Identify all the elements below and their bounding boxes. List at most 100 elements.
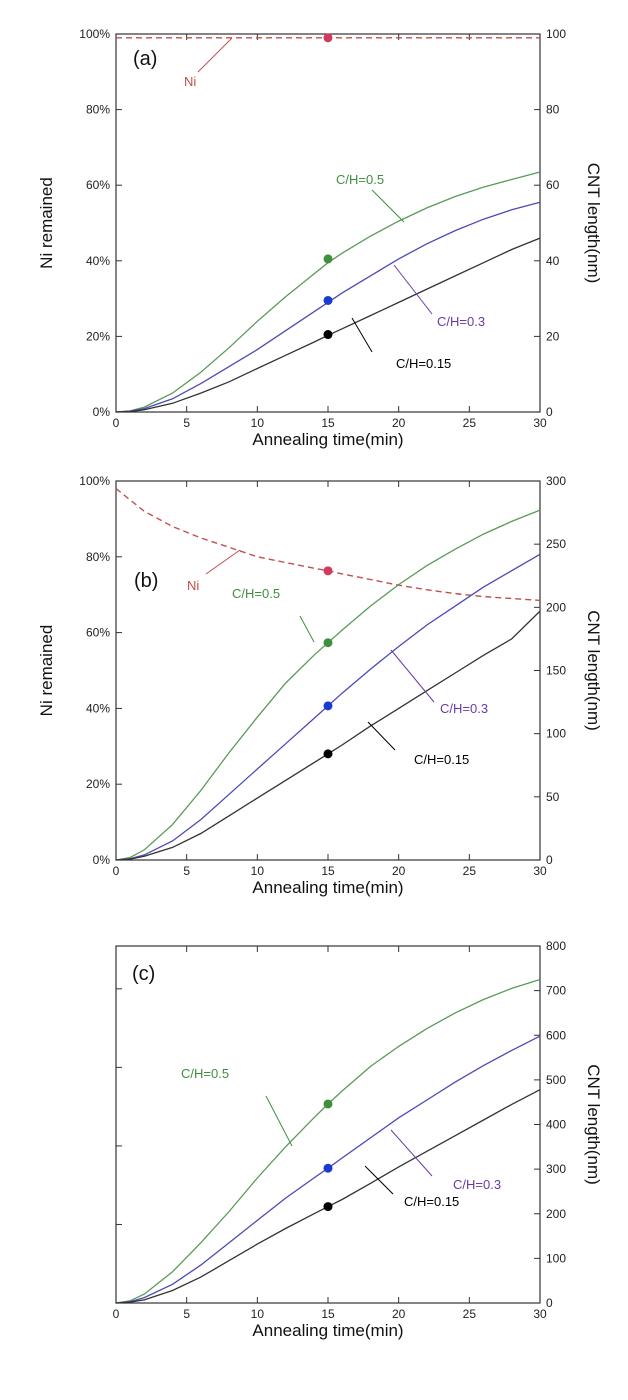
left-y-tick-label: 60% bbox=[86, 626, 110, 640]
panel-label: (a) bbox=[133, 48, 157, 70]
right-y-tick-label: 400 bbox=[546, 1118, 566, 1132]
right-y-tick-label: 100 bbox=[546, 727, 566, 741]
x-tick-label: 5 bbox=[183, 416, 190, 430]
panel-label: (b) bbox=[134, 570, 158, 592]
left-y-tick-label: 100% bbox=[79, 474, 110, 488]
right-y-tick-label: 100 bbox=[546, 27, 566, 41]
x-tick-label: 20 bbox=[392, 864, 406, 878]
left-y-tick-label: 60% bbox=[86, 178, 110, 192]
data-point-c-h-0-5 bbox=[323, 638, 333, 648]
right-y-axis-title: CNT length(nm) bbox=[584, 1064, 603, 1185]
series-label-ni: Ni bbox=[184, 74, 196, 89]
series-label-c-h-0-3: C/H=0.3 bbox=[437, 314, 485, 329]
plot-frame bbox=[115, 33, 541, 413]
left-y-tick-label: 80% bbox=[86, 103, 110, 117]
x-tick-label: 10 bbox=[251, 864, 265, 878]
series-line-c-h-0-5 bbox=[115, 509, 541, 861]
label-leader-line bbox=[205, 549, 241, 575]
right-y-tick-label: 40 bbox=[546, 254, 560, 268]
x-tick-label: 30 bbox=[533, 864, 547, 878]
label-leader-line bbox=[390, 1129, 433, 1177]
right-y-tick-label: 200 bbox=[546, 1207, 566, 1221]
x-axis-title: Annealing time(min) bbox=[252, 430, 403, 449]
right-y-tick-label: 0 bbox=[546, 853, 553, 867]
label-leader-line bbox=[371, 189, 405, 223]
x-tick-label: 10 bbox=[251, 1307, 265, 1321]
x-tick-label: 0 bbox=[113, 416, 120, 430]
series-label-c-h-0-3: C/H=0.3 bbox=[440, 701, 488, 716]
series-line-ni bbox=[115, 488, 541, 602]
right-y-axis-title: CNT length(nm) bbox=[584, 610, 603, 731]
series-label-c-h-0-5: C/H=0.5 bbox=[336, 172, 384, 187]
chart-panel-c: 0 5 10 15 20 25 300100200300400500600700800Ann… bbox=[113, 939, 603, 1340]
right-y-tick-label: 200 bbox=[546, 600, 566, 614]
data-point-c-h-0-15 bbox=[323, 330, 333, 340]
series-line-c-h-0-15 bbox=[115, 237, 541, 413]
series-line-c-h-0-3 bbox=[115, 553, 541, 861]
series-line-c-h-0-15 bbox=[115, 610, 541, 861]
x-tick-label: 0 bbox=[113, 1307, 120, 1321]
right-y-tick-label: 800 bbox=[546, 939, 566, 953]
data-point-ni bbox=[323, 566, 333, 576]
left-y-tick-label: 20% bbox=[86, 777, 110, 791]
data-point-c-h-0-15 bbox=[323, 1202, 333, 1212]
label-leader-line bbox=[265, 1095, 293, 1147]
chart-panel-b: 0 5 10 15 20 25 30 0% 20% 40% 60% 80% 100% 0 50 100 150 2… bbox=[37, 474, 603, 897]
series-label-c-h-0-5: C/H=0.5 bbox=[181, 1066, 229, 1081]
left-y-axis-title: Ni remained bbox=[37, 177, 56, 269]
series-line-c-h-0-5 bbox=[115, 978, 541, 1304]
data-point-c-h-0-3 bbox=[323, 1163, 333, 1173]
data-point-c-h-0-3 bbox=[323, 295, 333, 305]
series-label-c-h-0-5: C/H=0.5 bbox=[232, 586, 280, 601]
x-tick-label: 15 bbox=[321, 864, 335, 878]
x-tick-label: 25 bbox=[463, 1307, 477, 1321]
right-y-tick-label: 700 bbox=[546, 984, 566, 998]
series-line-c-h-0-15 bbox=[115, 1089, 541, 1304]
right-y-tick-label: 150 bbox=[546, 664, 566, 678]
x-tick-label: 10 bbox=[251, 416, 265, 430]
x-tick-label: 25 bbox=[463, 864, 477, 878]
right-y-tick-label: 600 bbox=[546, 1028, 566, 1042]
series-line-c-h-0-3 bbox=[115, 1035, 541, 1304]
data-point-c-h-0-5 bbox=[323, 1099, 333, 1109]
label-leader-line bbox=[299, 615, 315, 643]
label-leader-line bbox=[197, 37, 233, 73]
x-tick-label: 15 bbox=[321, 416, 335, 430]
x-tick-label: 20 bbox=[392, 416, 406, 430]
left-y-tick-label: 0% bbox=[93, 853, 111, 867]
label-leader-line bbox=[393, 264, 433, 315]
x-tick-label: 5 bbox=[183, 1307, 190, 1321]
left-y-tick-label: 20% bbox=[86, 329, 110, 343]
right-y-tick-label: 0 bbox=[546, 405, 553, 419]
right-y-tick-label: 60 bbox=[546, 178, 560, 192]
x-tick-label: 15 bbox=[321, 1307, 335, 1321]
right-y-tick-label: 300 bbox=[546, 474, 566, 488]
data-point-c-h-0-5 bbox=[323, 254, 333, 264]
left-y-tick-label: 40% bbox=[86, 701, 110, 715]
right-y-tick-label: 20 bbox=[546, 329, 560, 343]
data-point-c-h-0-3 bbox=[323, 701, 333, 711]
series-label-c-h-0-15: C/H=0.15 bbox=[414, 752, 469, 767]
x-tick-label: 20 bbox=[392, 1307, 406, 1321]
label-leader-line bbox=[390, 649, 435, 703]
x-tick-label: 5 bbox=[183, 864, 190, 878]
label-leader-line bbox=[364, 1165, 394, 1195]
right-y-tick-label: 80 bbox=[546, 103, 560, 117]
right-y-tick-label: 500 bbox=[546, 1073, 566, 1087]
series-line-c-h-0-3 bbox=[115, 201, 541, 413]
x-tick-label: 0 bbox=[113, 864, 120, 878]
chart-panel-a: 0 5 10 15 20 25 30 0% 20% 40% 60% 80% 100% 0 20 40 60 80 1… bbox=[37, 27, 603, 449]
series-line-c-h-0-5 bbox=[115, 171, 541, 413]
left-y-axis-title: Ni remained bbox=[37, 625, 56, 717]
series-label-c-h-0-15: C/H=0.15 bbox=[396, 356, 451, 371]
right-y-axis-title: CNT length(nm) bbox=[584, 163, 603, 284]
right-y-tick-label: 250 bbox=[546, 537, 566, 551]
panel-label: (c) bbox=[132, 963, 155, 985]
data-point-c-h-0-15 bbox=[323, 749, 333, 759]
right-y-tick-label: 300 bbox=[546, 1162, 566, 1176]
series-label-c-h-0-3: C/H=0.3 bbox=[453, 1177, 501, 1192]
right-y-tick-label: 100 bbox=[546, 1251, 566, 1265]
data-point-ni bbox=[323, 33, 333, 43]
left-y-tick-label: 80% bbox=[86, 550, 110, 564]
